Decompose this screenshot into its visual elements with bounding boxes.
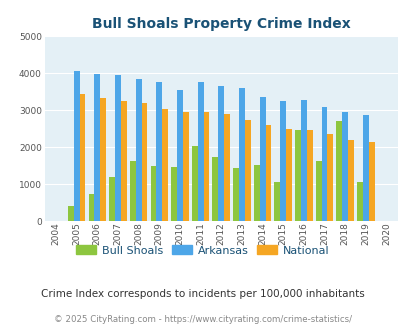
- Bar: [294, 130, 300, 221]
- Title: Bull Shoals Property Crime Index: Bull Shoals Property Crime Index: [92, 17, 350, 31]
- Bar: [135, 79, 141, 221]
- Bar: [259, 97, 265, 221]
- Bar: [162, 109, 168, 221]
- Bar: [315, 161, 321, 221]
- Bar: [218, 86, 224, 221]
- Bar: [68, 206, 74, 221]
- Bar: [121, 101, 126, 221]
- Bar: [115, 75, 121, 221]
- Bar: [368, 142, 374, 221]
- Bar: [279, 101, 286, 221]
- Bar: [191, 146, 197, 221]
- Bar: [239, 88, 244, 221]
- Bar: [300, 100, 306, 221]
- Bar: [253, 165, 259, 221]
- Bar: [150, 166, 156, 221]
- Bar: [177, 89, 182, 221]
- Bar: [156, 82, 162, 221]
- Bar: [141, 103, 147, 221]
- Bar: [182, 112, 188, 221]
- Bar: [244, 120, 250, 221]
- Bar: [74, 71, 79, 221]
- Bar: [356, 182, 362, 221]
- Bar: [212, 157, 218, 221]
- Bar: [321, 107, 327, 221]
- Bar: [336, 120, 341, 221]
- Bar: [130, 161, 135, 221]
- Bar: [274, 182, 279, 221]
- Bar: [109, 177, 115, 221]
- Bar: [100, 98, 106, 221]
- Bar: [94, 74, 100, 221]
- Legend: Bull Shoals, Arkansas, National: Bull Shoals, Arkansas, National: [72, 241, 333, 260]
- Text: Crime Index corresponds to incidents per 100,000 inhabitants: Crime Index corresponds to incidents per…: [41, 289, 364, 299]
- Bar: [265, 125, 271, 221]
- Bar: [197, 82, 203, 221]
- Bar: [232, 168, 239, 221]
- Bar: [347, 140, 353, 221]
- Bar: [203, 113, 209, 221]
- Bar: [341, 112, 347, 221]
- Bar: [88, 194, 94, 221]
- Bar: [224, 114, 230, 221]
- Text: © 2025 CityRating.com - https://www.cityrating.com/crime-statistics/: © 2025 CityRating.com - https://www.city…: [54, 315, 351, 324]
- Bar: [286, 129, 291, 221]
- Bar: [79, 94, 85, 221]
- Bar: [362, 115, 368, 221]
- Bar: [171, 167, 177, 221]
- Bar: [306, 130, 312, 221]
- Bar: [327, 134, 333, 221]
